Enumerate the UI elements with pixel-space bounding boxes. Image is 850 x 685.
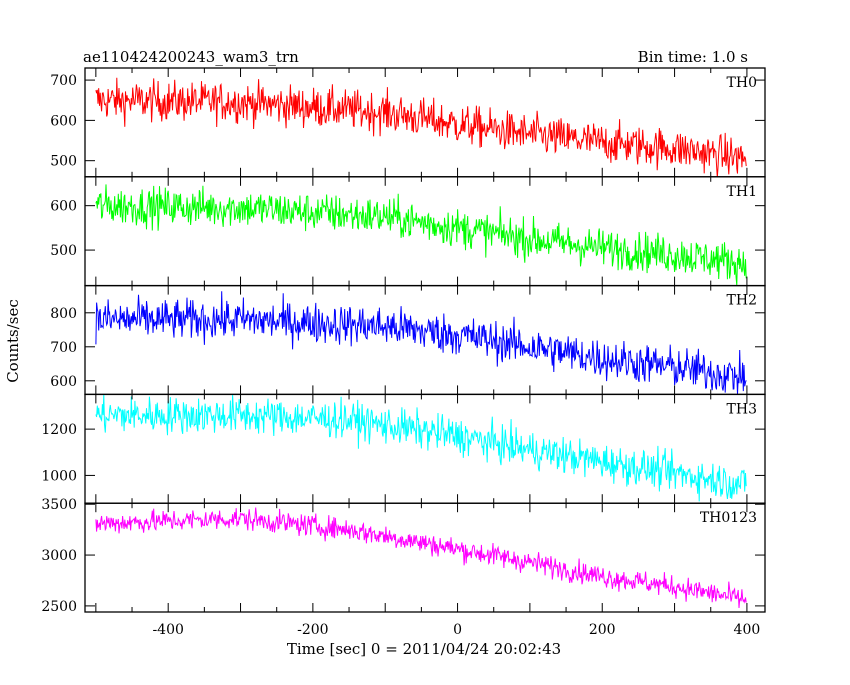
panel-th3: 1000 1200 TH3 xyxy=(41,393,766,504)
panel-frame xyxy=(84,176,766,287)
panel-frame xyxy=(84,393,766,504)
panel-frame xyxy=(84,67,766,178)
panel-th0123: 2500 3000 3500 TH0123 xyxy=(41,497,766,615)
panel-th1: 500 600 TH1 xyxy=(50,176,766,287)
x-tick-label: 200 xyxy=(589,622,616,638)
y-tick-label: 600 xyxy=(50,199,77,215)
x-tick-label: -400 xyxy=(152,622,183,638)
y-tick-label: 500 xyxy=(50,243,77,259)
panel-label: TH3 xyxy=(727,401,757,417)
series-line-th0 xyxy=(95,77,747,177)
y-tick-label: 800 xyxy=(50,306,77,322)
x-axis-label: Time [sec] 0 = 2011/04/24 20:02:43 xyxy=(287,640,561,658)
bin-time-label: Bin time: 1.0 s xyxy=(638,48,748,66)
y-tick-label: 700 xyxy=(50,73,77,89)
panel-th0: 500 600 700 TH0 xyxy=(50,67,766,178)
series-line-th0123 xyxy=(95,507,747,609)
x-tick-label: 400 xyxy=(734,622,761,638)
panels-group: 500 600 700 TH0 500 600 TH1 600 700 800 TH2 1000 120… xyxy=(41,67,766,638)
y-tick-label: 1000 xyxy=(41,468,77,484)
y-tick-label: 600 xyxy=(50,374,77,390)
y-tick-label: 3000 xyxy=(41,548,77,564)
y-tick-label: 700 xyxy=(50,340,77,356)
panel-label: TH0123 xyxy=(700,510,757,526)
series-line-th2 xyxy=(95,291,747,395)
chart-title: ae110424200243_wam3_trn xyxy=(83,48,299,66)
y-tick-label: 500 xyxy=(50,154,77,170)
y-tick-label: 1200 xyxy=(41,422,77,438)
panel-frame xyxy=(84,502,766,613)
series-line-th3 xyxy=(95,394,747,502)
panel-label: TH0 xyxy=(727,75,757,91)
y-tick-label: 600 xyxy=(50,113,77,129)
y-axis-label: Counts/sec xyxy=(4,299,22,383)
y-tick-label: 2500 xyxy=(41,599,77,615)
y-tick-label: 3500 xyxy=(41,497,77,513)
series-line-th1 xyxy=(95,184,747,286)
panel-th2: 600 700 800 TH2 xyxy=(50,284,766,396)
panel-label: TH1 xyxy=(727,184,757,200)
x-tick-label: -200 xyxy=(297,622,328,638)
x-tick-label: 0 xyxy=(453,622,462,638)
panel-label: TH2 xyxy=(727,293,757,309)
